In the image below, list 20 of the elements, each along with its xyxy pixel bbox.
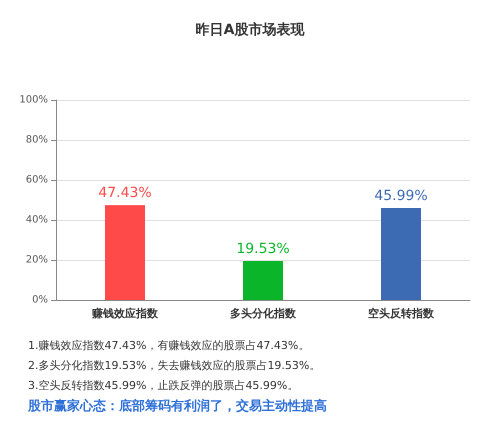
x-tick-label: 空头反转指数	[368, 307, 435, 320]
y-tick-label: 80%	[26, 134, 48, 146]
y-tick-label: 60%	[26, 174, 48, 186]
y-tick-label: 20%	[26, 254, 48, 266]
chart-title: 昨日A股市场表现	[196, 21, 306, 38]
x-tick-label: 赚钱效应指数	[91, 307, 159, 320]
bar	[381, 208, 421, 300]
x-tick-label: 多头分化指数	[230, 307, 297, 320]
data-label: 45.99%	[374, 188, 428, 204]
text: 股市赢家心态：底部筹码有利润了，交易主动性提高	[27, 398, 327, 414]
bar	[243, 260, 283, 300]
data-label: 19.53%	[236, 240, 290, 257]
text: 1.赚钱效应指数47.43%，有赚钱效应的股票占47.43%。	[28, 339, 310, 352]
text: 3.空头反转指数45.99%，止跌反弹的股票占45.99%。	[28, 379, 298, 392]
data-label: 47.43%	[98, 185, 152, 202]
text: 2.多头分化指数19.53%，失去赚钱效应的股票占19.53%。	[28, 359, 320, 372]
y-tick-label: 100%	[19, 94, 48, 106]
y-tick-label: 0%	[32, 294, 48, 306]
bar	[105, 205, 145, 300]
y-tick-label: 40%	[26, 214, 48, 226]
